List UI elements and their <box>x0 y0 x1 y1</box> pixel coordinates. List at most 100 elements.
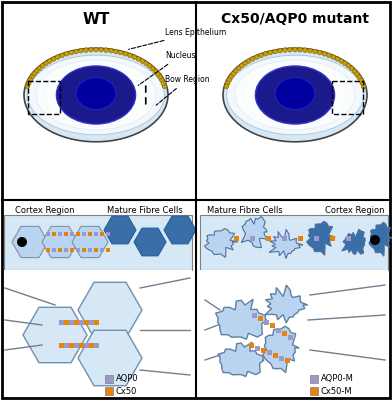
Text: AQP0-M: AQP0-M <box>321 374 354 384</box>
Ellipse shape <box>56 66 136 124</box>
Bar <box>106 248 110 252</box>
Text: Cortex Region: Cortex Region <box>15 206 75 215</box>
Bar <box>64 248 68 252</box>
Circle shape <box>273 49 277 54</box>
Circle shape <box>293 47 297 52</box>
Circle shape <box>40 64 45 68</box>
Text: Cortex Region: Cortex Region <box>325 206 385 215</box>
Text: Lens Epithelium: Lens Epithelium <box>129 28 226 49</box>
Circle shape <box>360 81 365 85</box>
Circle shape <box>361 84 366 88</box>
Circle shape <box>60 53 64 58</box>
Bar <box>330 236 336 240</box>
Bar <box>64 232 68 236</box>
Circle shape <box>229 75 233 79</box>
Bar <box>76 232 80 236</box>
Bar <box>261 348 267 352</box>
Circle shape <box>354 72 359 76</box>
Ellipse shape <box>275 78 315 110</box>
Circle shape <box>28 78 33 82</box>
Polygon shape <box>72 226 108 258</box>
Ellipse shape <box>235 60 355 130</box>
Circle shape <box>247 59 251 63</box>
Bar <box>347 236 352 240</box>
Circle shape <box>346 64 350 68</box>
Circle shape <box>352 69 357 73</box>
Circle shape <box>104 48 108 52</box>
Polygon shape <box>78 330 142 386</box>
Text: Mature Fibre Cells: Mature Fibre Cells <box>107 206 183 215</box>
Ellipse shape <box>287 90 303 100</box>
Bar <box>46 248 50 252</box>
Ellipse shape <box>295 79 324 102</box>
Bar <box>249 342 254 348</box>
Circle shape <box>357 75 361 79</box>
Text: Nucleus: Nucleus <box>138 51 196 85</box>
Bar <box>69 320 74 324</box>
Polygon shape <box>218 342 264 376</box>
Circle shape <box>259 53 263 58</box>
Bar <box>283 330 287 336</box>
Polygon shape <box>12 226 48 258</box>
Circle shape <box>343 61 347 66</box>
Bar <box>70 232 74 236</box>
Polygon shape <box>241 216 267 248</box>
Bar <box>58 232 62 236</box>
Bar <box>279 356 285 360</box>
Circle shape <box>26 81 31 85</box>
Bar <box>74 342 80 348</box>
Circle shape <box>99 48 103 52</box>
Circle shape <box>349 66 354 70</box>
Text: AQP0: AQP0 <box>116 374 139 384</box>
Bar <box>267 350 272 354</box>
Bar <box>265 320 269 324</box>
Circle shape <box>30 75 34 79</box>
Ellipse shape <box>278 85 312 105</box>
Circle shape <box>227 78 231 82</box>
Bar <box>82 248 86 252</box>
Bar <box>100 248 104 252</box>
Bar <box>285 358 290 362</box>
Circle shape <box>37 66 42 70</box>
Bar <box>310 387 318 395</box>
Bar <box>88 248 92 252</box>
Bar <box>100 232 104 236</box>
Bar <box>58 248 62 252</box>
Bar <box>70 248 74 252</box>
Bar <box>85 342 89 348</box>
Circle shape <box>254 55 259 59</box>
Circle shape <box>268 50 272 55</box>
Bar <box>267 236 272 240</box>
Circle shape <box>160 78 164 82</box>
Circle shape <box>32 72 36 76</box>
Polygon shape <box>265 285 308 323</box>
Bar <box>106 232 110 236</box>
Polygon shape <box>342 229 365 254</box>
Bar <box>270 322 276 328</box>
Circle shape <box>283 48 287 52</box>
Text: WT: WT <box>82 12 110 27</box>
Circle shape <box>243 61 247 66</box>
Ellipse shape <box>27 55 164 135</box>
Bar <box>94 248 98 252</box>
Circle shape <box>51 57 56 61</box>
Circle shape <box>147 64 152 68</box>
Ellipse shape <box>76 78 116 110</box>
Circle shape <box>17 237 27 247</box>
Polygon shape <box>204 229 238 258</box>
Circle shape <box>89 48 93 52</box>
Bar <box>105 387 113 395</box>
Polygon shape <box>23 307 87 363</box>
Text: Bow Region: Bow Region <box>156 75 210 105</box>
Circle shape <box>109 48 113 53</box>
Circle shape <box>331 55 336 59</box>
Polygon shape <box>104 216 136 244</box>
Bar <box>85 320 89 324</box>
Bar <box>252 312 258 318</box>
Bar <box>298 236 303 240</box>
Circle shape <box>236 66 241 70</box>
Circle shape <box>234 69 238 73</box>
Bar <box>274 352 278 358</box>
Circle shape <box>114 49 118 54</box>
Circle shape <box>34 69 39 73</box>
